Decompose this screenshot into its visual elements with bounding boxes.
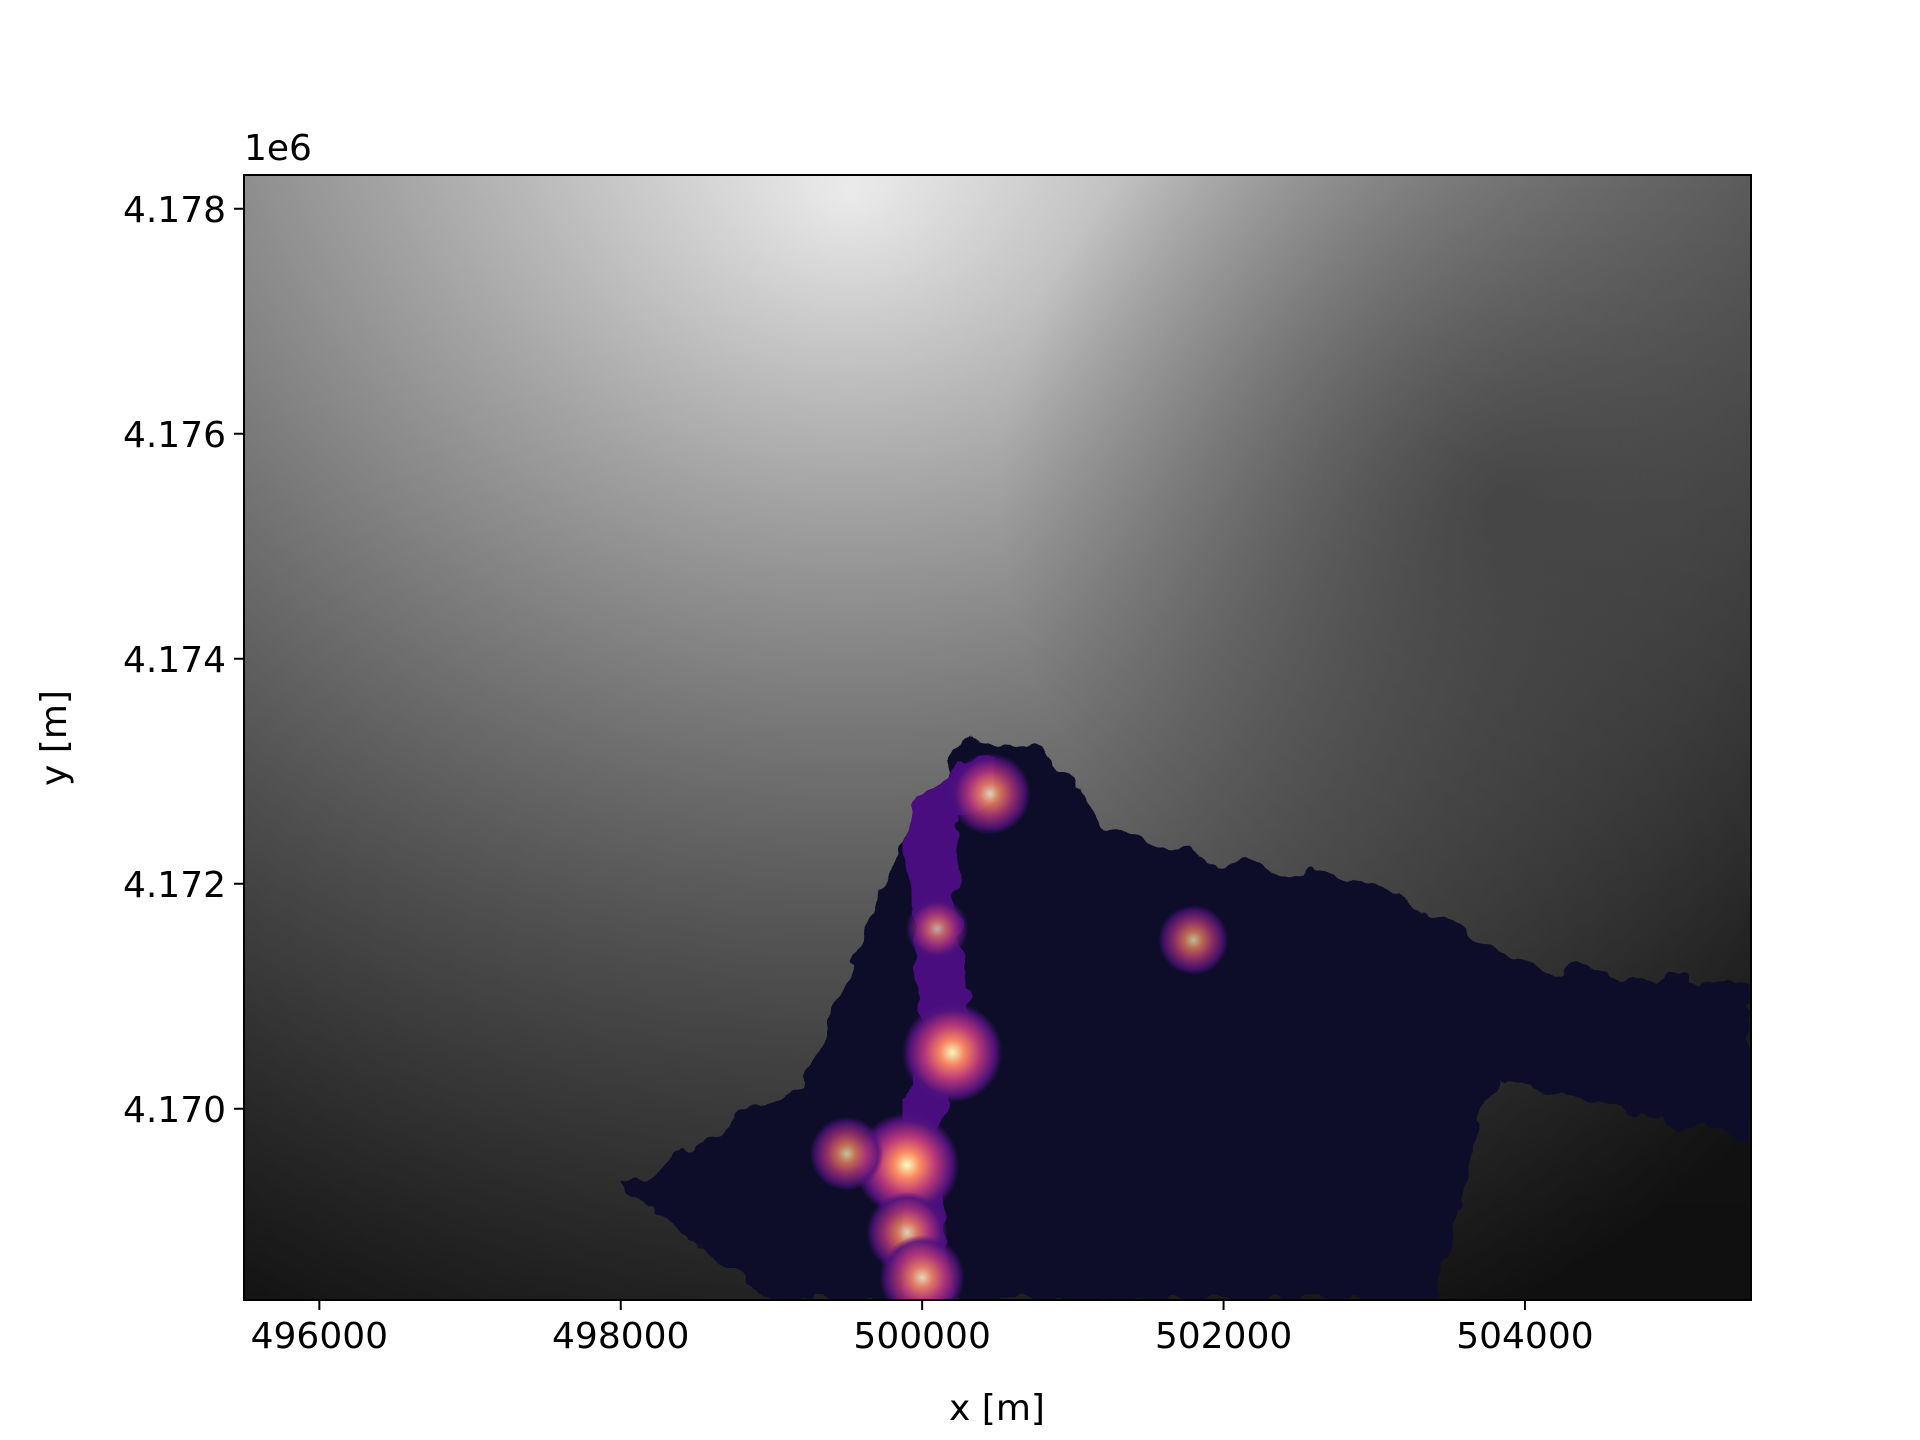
y-tick-label: 4.176 <box>123 415 226 456</box>
y-tick-label: 4.170 <box>123 1090 226 1131</box>
y-tick-label: 4.174 <box>123 640 226 681</box>
y-offset-label: 1e6 <box>244 128 312 169</box>
flow-hotspot <box>879 1235 965 1300</box>
y-tick-label: 4.178 <box>123 190 226 231</box>
y-axis: 4.170 4.172 4.174 4.176 4.178 <box>123 190 244 1131</box>
x-tick-label: 496000 <box>251 1316 388 1357</box>
plot-frame <box>243 174 1752 1301</box>
flow-hotspot <box>810 1116 884 1191</box>
x-tick-label: 498000 <box>552 1316 689 1357</box>
flow-hotspot <box>1158 905 1229 975</box>
flow-hotspot <box>855 1113 960 1217</box>
x-tick-label: 500000 <box>853 1316 990 1357</box>
hotspot-layer <box>810 753 1229 1300</box>
y-axis-label: y [m] <box>34 690 75 786</box>
x-axis-label: x [m] <box>949 1388 1045 1429</box>
x-tick-label: 504000 <box>1456 1316 1593 1357</box>
y-tick-label: 4.172 <box>123 865 226 906</box>
x-tick-label: 502000 <box>1155 1316 1292 1357</box>
plot-area <box>244 175 1751 1300</box>
flow-hotspot <box>949 753 1031 835</box>
flow-hotspot <box>906 897 969 960</box>
x-axis: 496000 498000 500000 502000 504000 <box>251 1300 1594 1357</box>
flow-hotspot <box>902 1002 1003 1103</box>
